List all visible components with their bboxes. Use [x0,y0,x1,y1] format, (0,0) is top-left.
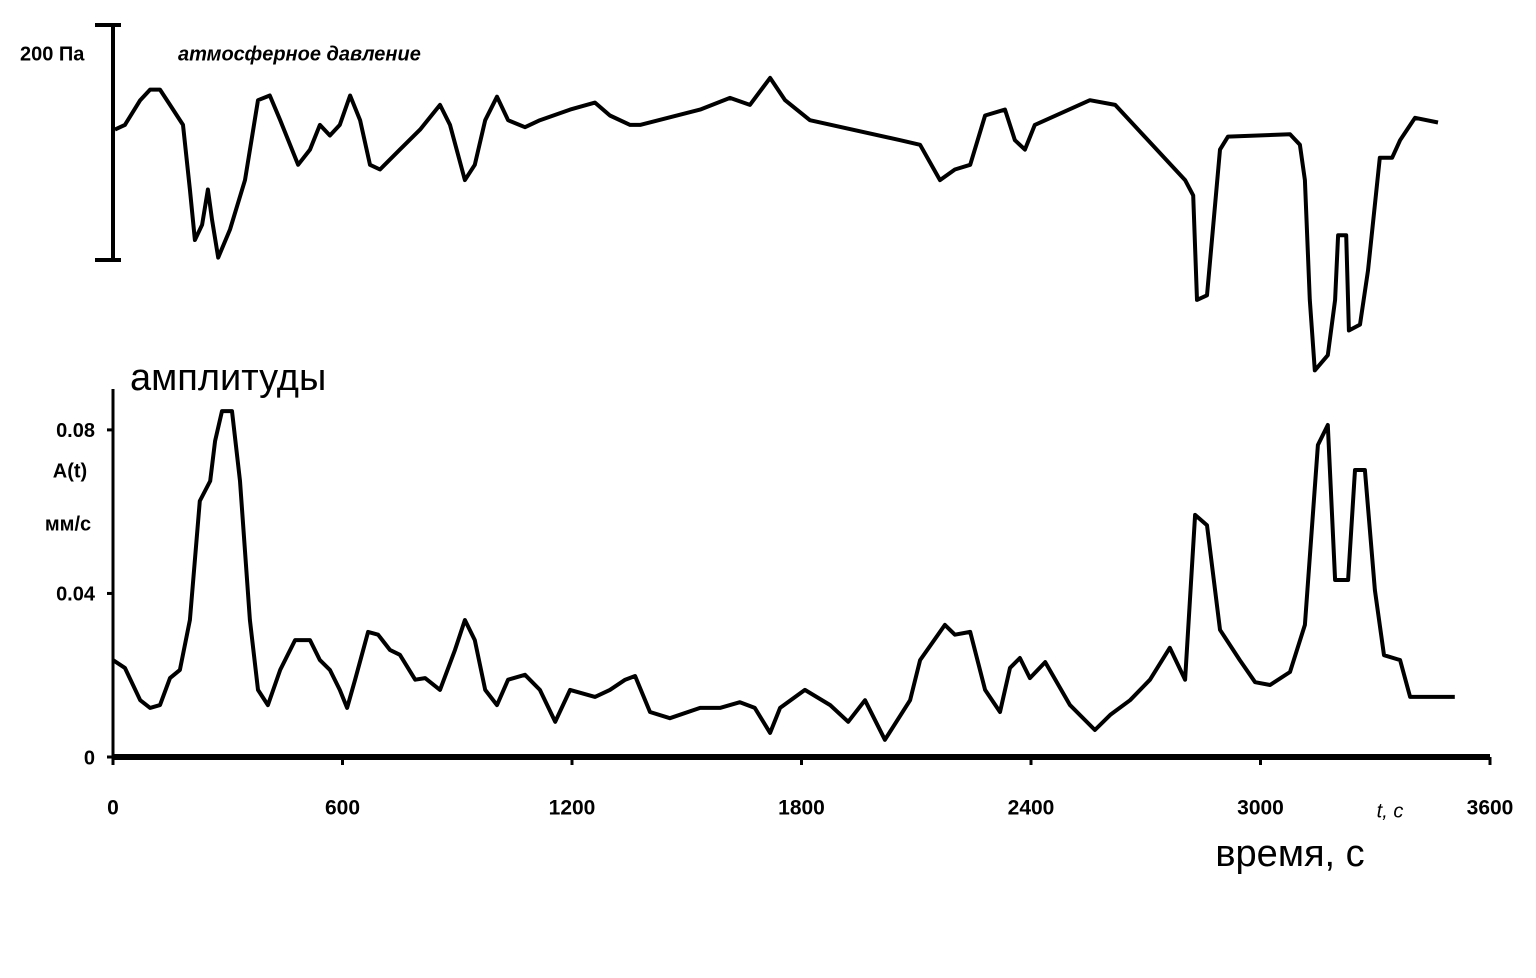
x-axis-label: время, с [1215,833,1364,875]
x-unit-label: t, c [1377,800,1404,822]
y-axis-label: A(t) [53,460,87,482]
y-tick-label: 0.04 [56,584,96,606]
y-tick-label: 200 Па [20,43,85,65]
y-tick-label: 0 [84,747,95,769]
x-tick-label: 3000 [1237,797,1284,820]
line [111,409,1455,742]
x-tick-label: 1200 [549,797,596,820]
y-tick-label: 0.08 [56,420,95,442]
x-tick-label: 2400 [1008,797,1055,820]
x-tick-label: 3600 [1467,797,1514,820]
y-axis-label: мм/с [45,513,91,535]
annotation: атмосферное давление [178,43,421,65]
x-tick-label: 600 [325,797,360,820]
x-tick-label: 1800 [778,797,825,820]
chart-title: амплитуды [130,357,326,399]
x-tick-label: 0 [107,797,119,820]
line [114,75,1439,373]
